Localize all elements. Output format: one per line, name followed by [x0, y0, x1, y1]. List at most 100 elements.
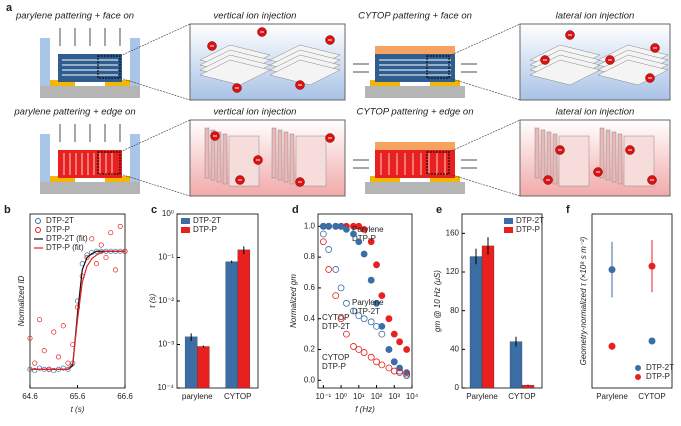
- y-tick-label: 0.8: [304, 252, 316, 261]
- data-point: [373, 261, 380, 269]
- data-point: [373, 358, 380, 366]
- legend-label: DTP-P (fit): [46, 243, 84, 252]
- data-point: [360, 315, 368, 323]
- data-point: [89, 236, 95, 242]
- data-point: [98, 242, 104, 248]
- x-tick-label: 10²: [371, 392, 383, 401]
- data-point: [332, 266, 340, 273]
- data-point: [41, 348, 47, 354]
- bar: [469, 256, 483, 389]
- bar: [197, 346, 210, 389]
- data-point: [65, 360, 71, 366]
- data-point: [55, 354, 62, 360]
- data-point: [367, 353, 375, 361]
- legend-label: DTP-P: [193, 225, 217, 234]
- data-point: [337, 284, 345, 292]
- data-point: [373, 323, 380, 330]
- data-point: [60, 365, 66, 371]
- legend-label: DTP-2T: [193, 216, 221, 225]
- bar: [184, 336, 198, 389]
- x-tick-label: 10⁻¹: [315, 392, 331, 401]
- series-label: Parylene: [352, 225, 384, 234]
- panel-title: lateral ion injection: [556, 107, 635, 118]
- data-point: [367, 238, 375, 246]
- bar: [509, 341, 523, 389]
- y-tick-label: 40: [450, 344, 459, 353]
- legend-swatch: [181, 218, 190, 224]
- data-point: [608, 342, 616, 350]
- zoom-lines: [119, 119, 521, 197]
- y-tick-label: 0: [455, 383, 460, 392]
- panel-label: f: [566, 204, 570, 216]
- data-point: [32, 368, 38, 374]
- data-point: [608, 266, 616, 274]
- plot-frame: [461, 213, 543, 389]
- legend-label: DTP-2T: [516, 216, 544, 225]
- data-point: [378, 292, 386, 300]
- data-point: [350, 230, 357, 238]
- data-point: [367, 318, 375, 326]
- legend-label: DTP-2T: [646, 363, 674, 372]
- legend-swatch: [35, 227, 41, 233]
- data-point: [355, 346, 363, 353]
- x-axis-label: t (s): [71, 405, 85, 414]
- x-tick-label: 10¹: [353, 392, 365, 401]
- legend-swatch: [504, 227, 513, 233]
- data-point: [403, 370, 411, 378]
- data-point: [93, 261, 100, 267]
- x-tick-label: CYTOP: [638, 392, 665, 401]
- panel-label: e: [436, 204, 442, 216]
- y-tick-label: 10⁰: [162, 209, 174, 218]
- fit-line: [30, 250, 125, 370]
- x-tick-label: Parylene: [466, 392, 498, 401]
- device: [40, 28, 140, 98]
- y-tick-label: 0.0: [304, 375, 316, 384]
- bar: [481, 245, 495, 389]
- x-tick-label: 66.6: [117, 392, 133, 401]
- y-tick-label: 160: [446, 228, 460, 237]
- zoom-lines: [119, 23, 521, 101]
- panel-title: CYTOP pattering + edge on: [357, 107, 474, 118]
- data-point: [360, 349, 368, 356]
- data-point: [343, 299, 350, 307]
- data-point: [36, 317, 43, 323]
- panel-title: vertical ion injection: [214, 11, 297, 22]
- plot-frame: [317, 213, 413, 389]
- data-point: [108, 230, 114, 236]
- data-point: [385, 346, 393, 353]
- y-axis-label: Normalized gm: [289, 274, 298, 328]
- data-point: [103, 254, 109, 261]
- y-tick-label: 10⁻⁴: [157, 383, 174, 392]
- legend-swatch: [35, 218, 41, 224]
- fit-line: [30, 250, 125, 370]
- data-point: [337, 315, 345, 323]
- device: [353, 46, 477, 98]
- data-point: [385, 315, 393, 323]
- y-tick-label: 0.2: [304, 345, 316, 354]
- data-point: [60, 323, 66, 329]
- panel-label: c: [151, 204, 157, 216]
- y-tick-label: 0.6: [304, 283, 316, 292]
- data-point: [378, 323, 386, 330]
- x-tick-label: CYTOP: [508, 392, 535, 401]
- data-point: [325, 266, 333, 273]
- data-point: [355, 312, 363, 320]
- y-tick-label: 1.0: [304, 221, 316, 230]
- data-point: [36, 365, 43, 371]
- panel-title: CYTOP pattering + face on: [358, 11, 472, 22]
- series-label: CYTOP: [322, 313, 349, 322]
- series-label: DTP-2T: [352, 307, 380, 316]
- y-tick-label: 120: [446, 267, 460, 276]
- y-tick-label: 10⁻³: [158, 340, 174, 349]
- legend-swatch: [504, 218, 513, 224]
- data-point: [648, 337, 656, 345]
- legend-label: DTP-P: [46, 225, 70, 234]
- data-point: [367, 276, 375, 284]
- series-label: CYTOP: [322, 353, 349, 362]
- legend-swatch: [181, 227, 190, 233]
- data-point: [355, 238, 363, 246]
- device: [40, 124, 140, 194]
- y-axis-label: τ (s): [148, 293, 157, 308]
- legend-swatch: [635, 374, 641, 380]
- y-tick-label: 80: [450, 306, 459, 315]
